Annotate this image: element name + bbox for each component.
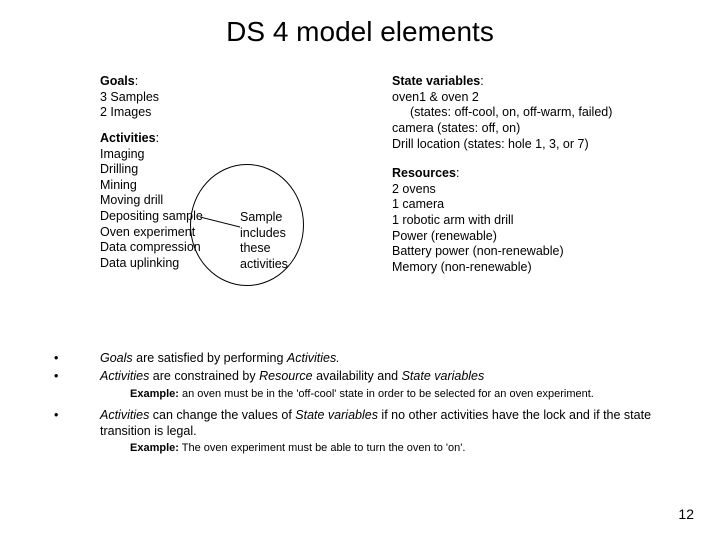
b2-mid: are constrained by bbox=[149, 369, 259, 383]
resource-italic: Resource bbox=[259, 369, 313, 383]
example-label: Example: bbox=[130, 388, 179, 400]
activity-line: Drilling bbox=[100, 162, 138, 176]
callout-text: Sample includes these activities bbox=[240, 210, 320, 273]
resources-block: Resources: 2 ovens 1 camera 1 robotic ar… bbox=[392, 166, 672, 275]
example-1: Example: an oven must be in the 'off-coo… bbox=[130, 387, 674, 401]
activity-line: Depositing sample bbox=[100, 209, 203, 223]
resources-heading: Resources bbox=[392, 166, 456, 180]
colon: : bbox=[135, 74, 138, 88]
slide-title: DS 4 model elements bbox=[0, 16, 720, 48]
activity-line: Imaging bbox=[100, 147, 144, 161]
colon: : bbox=[480, 74, 483, 88]
bullet-2-text: Activities are constrained by Resource a… bbox=[100, 368, 674, 384]
b3-mid: can change the values of bbox=[149, 408, 295, 422]
bullet-1-text: Goals are satisfied by performing Activi… bbox=[100, 350, 674, 366]
bullet-list: • Goals are satisfied by performing Acti… bbox=[54, 350, 674, 462]
example-1-text: an oven must be in the 'off-cool' state … bbox=[179, 388, 594, 400]
state-variables-block: State variables: oven1 & oven 2 (states:… bbox=[392, 74, 672, 152]
activities-heading: Activities bbox=[100, 131, 156, 145]
callout-l2: includes bbox=[240, 226, 286, 240]
bullet-1: • Goals are satisfied by performing Acti… bbox=[54, 350, 674, 366]
activity-line: Moving drill bbox=[100, 193, 163, 207]
state-line: Drill location (states: hole 1, 3, or 7) bbox=[392, 137, 589, 151]
bullet-dot-icon: • bbox=[54, 407, 100, 423]
goals-italic: Goals bbox=[100, 351, 133, 365]
example-label: Example: bbox=[130, 442, 179, 454]
resource-line: 1 robotic arm with drill bbox=[392, 213, 514, 227]
activities-italic: Activities bbox=[100, 369, 149, 383]
bullet-dot-icon: • bbox=[54, 368, 100, 384]
resource-line: 1 camera bbox=[392, 197, 444, 211]
activity-line: Data uplinking bbox=[100, 256, 179, 270]
resource-line: 2 ovens bbox=[392, 182, 436, 196]
state-line: oven1 & oven 2 bbox=[392, 90, 479, 104]
bullet-2: • Activities are constrained by Resource… bbox=[54, 368, 674, 384]
bullet-3-text: Activities can change the values of Stat… bbox=[100, 407, 674, 440]
resource-line: Battery power (non-renewable) bbox=[392, 244, 564, 258]
state-heading: State variables bbox=[392, 74, 480, 88]
activities-italic: Activities. bbox=[287, 351, 340, 365]
activity-line: Data compression bbox=[100, 240, 201, 254]
state-line: camera (states: off, on) bbox=[392, 121, 520, 135]
callout-l4: activities bbox=[240, 257, 288, 271]
state-variables-italic: State variables bbox=[402, 369, 485, 383]
resource-line: Memory (non-renewable) bbox=[392, 260, 532, 274]
goals-line-1: 3 Samples bbox=[100, 90, 159, 104]
page-number: 12 bbox=[678, 506, 694, 522]
state-variables-italic: State variables bbox=[295, 408, 378, 422]
goals-line-2: 2 Images bbox=[100, 105, 151, 119]
goals-block: Goals: 3 Samples 2 Images bbox=[100, 74, 300, 121]
goals-heading: Goals bbox=[100, 74, 135, 88]
callout-l1: Sample bbox=[240, 210, 282, 224]
state-line-indent: (states: off-cool, on, off-warm, failed) bbox=[392, 105, 672, 121]
right-column: State variables: oven1 & oven 2 (states:… bbox=[392, 74, 672, 286]
b2-mid2: availability and bbox=[313, 369, 402, 383]
resource-line: Power (renewable) bbox=[392, 229, 497, 243]
callout-l3: these bbox=[240, 241, 271, 255]
example-2-text: The oven experiment must be able to turn… bbox=[179, 442, 466, 454]
activity-line: Oven experiment bbox=[100, 225, 195, 239]
colon: : bbox=[456, 166, 459, 180]
activities-italic: Activities bbox=[100, 408, 149, 422]
b1-mid: are satisfied by performing bbox=[133, 351, 287, 365]
bullet-3: • Activities can change the values of St… bbox=[54, 407, 674, 440]
example-2: Example: The oven experiment must be abl… bbox=[130, 441, 674, 455]
bullet-dot-icon: • bbox=[54, 350, 100, 366]
activity-line: Mining bbox=[100, 178, 137, 192]
colon: : bbox=[156, 131, 159, 145]
